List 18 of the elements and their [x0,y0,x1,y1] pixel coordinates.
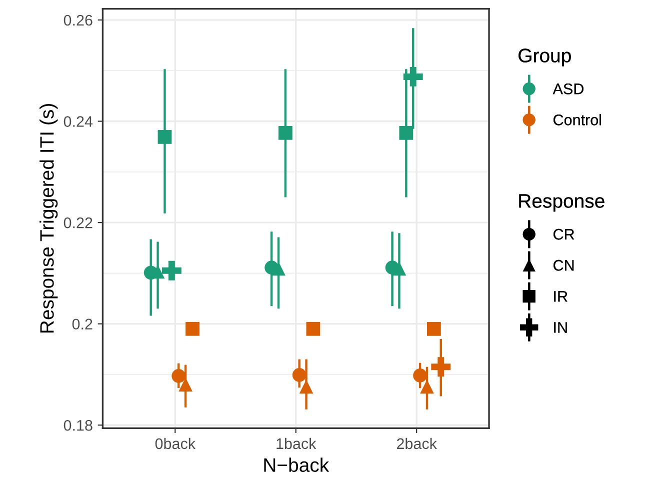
y-tick-label: 0.24 [64,116,93,127]
x-axis-title: N−back [264,458,330,472]
y-tick-label: 0.22 [64,217,92,228]
legend-label: CR [554,228,574,240]
text: Response [519,194,604,212]
y-tick-label: 0.2 [72,318,92,330]
legend-label: CN [554,260,574,271]
legend-label: Control [554,114,601,126]
text: Group [518,48,571,66]
y-axis-title: Response Triggered ITI (s) [40,104,58,333]
legend-label: ASD [552,83,584,94]
x-tick-label: 1back [276,438,316,450]
x-tick-label: 0back [155,438,196,450]
y-tick-label: 0.18 [64,420,92,431]
legend-label: IR [554,291,568,302]
legend-label: IN [554,322,567,333]
y-tick-label: 0.26 [64,14,92,26]
x-tick-label: 2back [396,438,437,450]
